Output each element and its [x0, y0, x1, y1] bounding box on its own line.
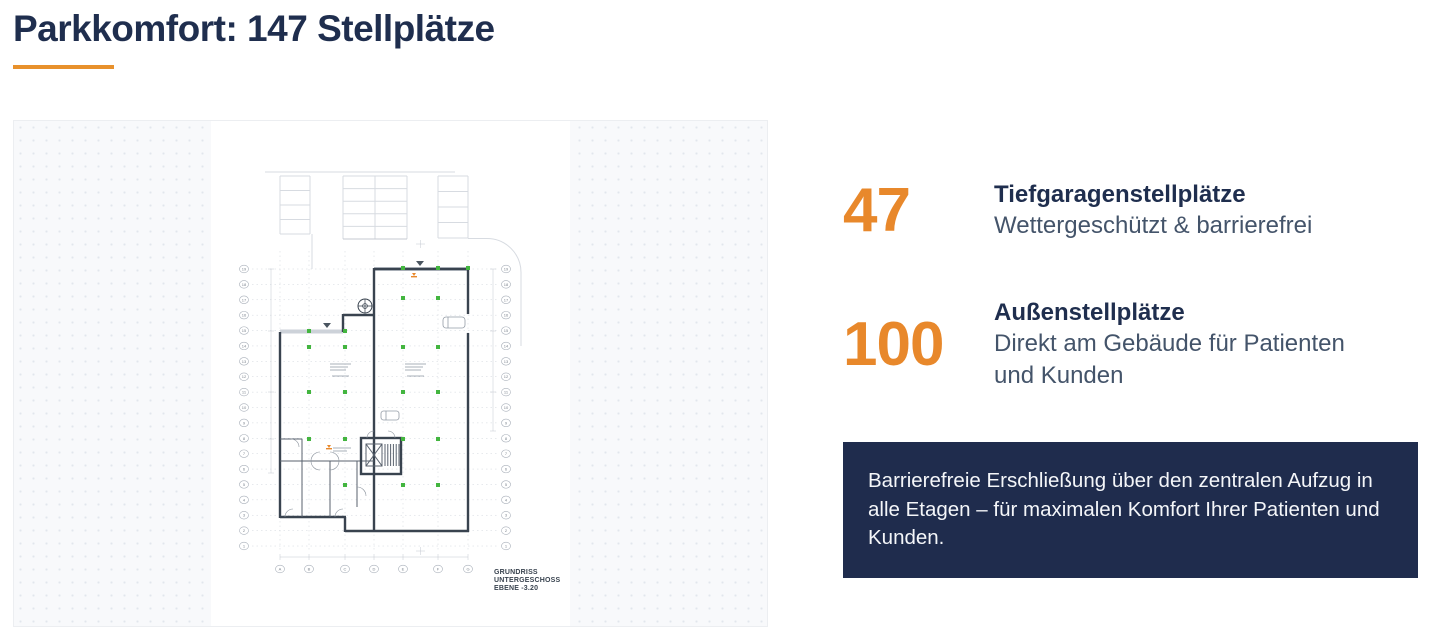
caption-line-2: UNTERGESCHOSS — [494, 577, 561, 584]
svg-text:7: 7 — [505, 451, 508, 456]
svg-text:A: A — [279, 567, 282, 572]
svg-text:14: 14 — [242, 343, 247, 348]
svg-text:18: 18 — [242, 282, 247, 287]
svg-text:15: 15 — [504, 328, 509, 333]
stat-description: Wettergeschützt & barrierefrei — [994, 212, 1313, 239]
svg-text:7: 7 — [243, 451, 246, 456]
title-underline — [13, 65, 114, 69]
parking-stalls — [265, 171, 522, 346]
svg-text:12: 12 — [242, 374, 247, 379]
caption-line-3: EBENE -3.20 — [494, 585, 538, 592]
car-symbols — [380, 316, 466, 421]
svg-text:12: 12 — [504, 374, 509, 379]
svg-text:2: 2 — [243, 528, 246, 533]
svg-text:16: 16 — [242, 313, 247, 318]
stat-description: Direkt am Gebäude für Patienten und Kund… — [994, 330, 1345, 389]
accessibility-callout: Barrierefreie Erschließung über den zent… — [843, 442, 1418, 578]
svg-text:9: 9 — [505, 420, 508, 425]
svg-text:11: 11 — [242, 390, 247, 395]
svg-text:17: 17 — [504, 297, 509, 302]
compass-icon — [357, 298, 373, 314]
stair-elevator-core — [359, 430, 403, 476]
svg-text:8: 8 — [505, 436, 508, 441]
svg-text:1: 1 — [505, 544, 508, 549]
svg-text:5: 5 — [505, 482, 508, 487]
dimension-lines — [268, 240, 496, 558]
stat-value: 47 — [843, 176, 911, 245]
stat-label: Tiefgaragenstellplätze — [994, 181, 1246, 208]
svg-text:E: E — [402, 567, 405, 572]
svg-text:9: 9 — [243, 420, 246, 425]
plan-caption: GRUNDRISS UNTERGESCHOSS EBENE -3.20 — [494, 569, 561, 592]
svg-text:13: 13 — [504, 359, 509, 364]
svg-text:6: 6 — [505, 467, 508, 472]
stat-text: Tiefgaragenstellplätze Wettergeschützt &… — [994, 180, 1312, 242]
stat-text: Außenstellplätze Direkt am Gebäude für P… — [994, 298, 1389, 392]
stat-outdoor-parking: 100 Außenstellplätze Direkt am Gebäude f… — [843, 298, 1418, 392]
caption-line-1: GRUNDRISS — [494, 569, 538, 576]
svg-text:18: 18 — [504, 282, 509, 287]
stat-label: Außenstellplätze — [994, 299, 1185, 326]
svg-text:6: 6 — [243, 467, 246, 472]
building-walls — [278, 267, 470, 533]
interior-rooms — [280, 438, 374, 518]
svg-text:D: D — [373, 567, 376, 572]
floor-plan-image: 19 19 18 18 17 17 16 16 15 15 14 14 13 13 12 12 11 11 10 10… — [211, 121, 570, 626]
svg-text:G: G — [466, 567, 469, 572]
page-title: Parkkomfort: 147 Stellplätze — [13, 8, 495, 49]
svg-text:11: 11 — [504, 390, 509, 395]
svg-text:F: F — [437, 567, 440, 572]
svg-text:10: 10 — [504, 405, 509, 410]
stat-value: 100 — [843, 310, 944, 379]
svg-text:10: 10 — [242, 405, 247, 410]
entrance-arrows — [323, 261, 424, 328]
svg-text:19: 19 — [242, 267, 247, 272]
room-annotations — [330, 363, 426, 452]
svg-text:14: 14 — [504, 343, 509, 348]
svg-text:15: 15 — [242, 328, 247, 333]
svg-text:4: 4 — [243, 497, 246, 502]
svg-text:5: 5 — [243, 482, 246, 487]
svg-text:C: C — [344, 567, 347, 572]
floor-plan-card: 19 19 18 18 17 17 16 16 15 15 14 14 13 13 12 12 11 11 10 10… — [13, 120, 768, 627]
column-markers — [307, 266, 470, 487]
svg-text:16: 16 — [504, 313, 509, 318]
svg-text:4: 4 — [505, 497, 508, 502]
svg-text:13: 13 — [242, 359, 247, 364]
svg-text:2: 2 — [505, 528, 508, 533]
svg-text:3: 3 — [243, 513, 246, 518]
level-markers — [326, 273, 417, 450]
svg-text:1: 1 — [243, 544, 246, 549]
callout-text: Barrierefreie Erschließung über den zent… — [868, 469, 1380, 549]
svg-text:8: 8 — [243, 436, 246, 441]
svg-text:17: 17 — [242, 297, 247, 302]
svg-text:3: 3 — [505, 513, 508, 518]
stat-underground-parking: 47 Tiefgaragenstellplätze Wettergeschütz… — [843, 180, 1418, 242]
svg-text:19: 19 — [504, 267, 509, 272]
svg-text:B: B — [308, 567, 311, 572]
